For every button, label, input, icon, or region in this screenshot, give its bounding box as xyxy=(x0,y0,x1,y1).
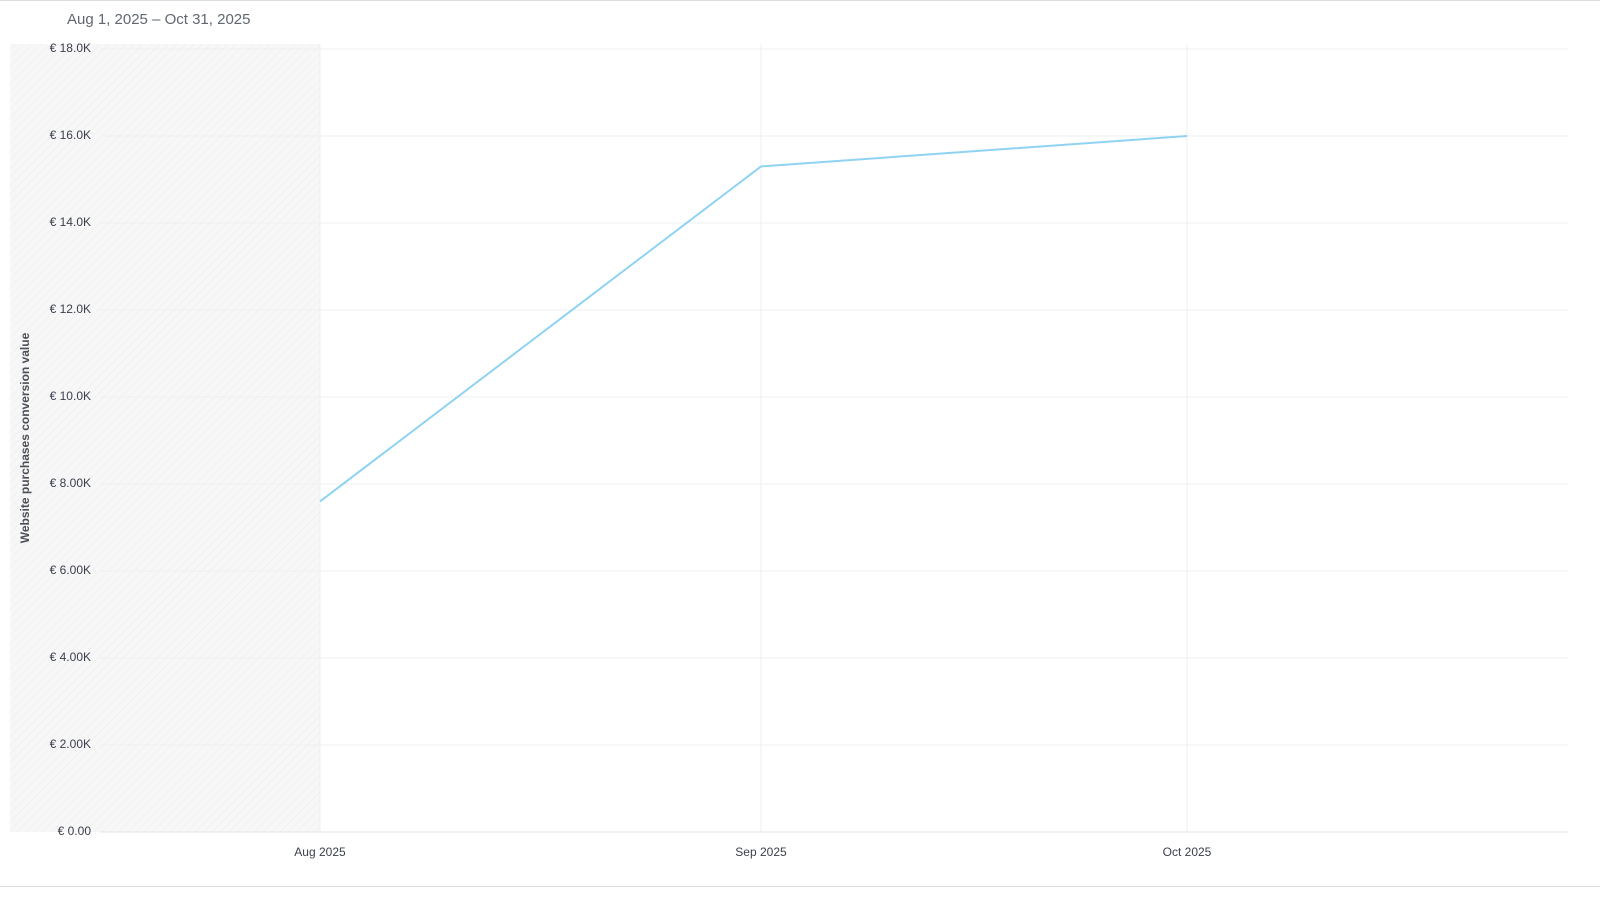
y-axis-label: Website purchases conversion value xyxy=(18,332,32,543)
y-tick-label: € 0.00 xyxy=(58,824,92,838)
y-tick-label: € 14.0K xyxy=(50,215,91,229)
y-tick-label: € 18.0K xyxy=(50,41,91,55)
x-tick-label: Sep 2025 xyxy=(735,845,787,859)
y-tick-label: € 16.0K xyxy=(50,128,91,142)
out-of-range-area xyxy=(10,44,320,832)
y-tick-label: € 6.00K xyxy=(50,563,91,577)
subtitle: Aug 1, 2025 – Oct 31, 2025 xyxy=(67,11,250,28)
plot xyxy=(319,135,1188,503)
y-tick-label: € 2.00K xyxy=(50,737,91,751)
y-tick-label: € 10.0K xyxy=(50,389,91,403)
grid: € 0.00 € 2.00K € 4.00K € 6.00K € 8.00K € 10.0… xyxy=(50,41,1568,859)
y-tick-label: € 8.00K xyxy=(50,476,91,490)
line-series xyxy=(319,135,1188,503)
y-tick-label: € 4.00K xyxy=(50,650,91,664)
x-tick-label: Oct 2025 xyxy=(1163,845,1212,859)
x-tick-label: Aug 2025 xyxy=(294,845,346,859)
y-tick-label: € 12.0K xyxy=(50,302,91,316)
